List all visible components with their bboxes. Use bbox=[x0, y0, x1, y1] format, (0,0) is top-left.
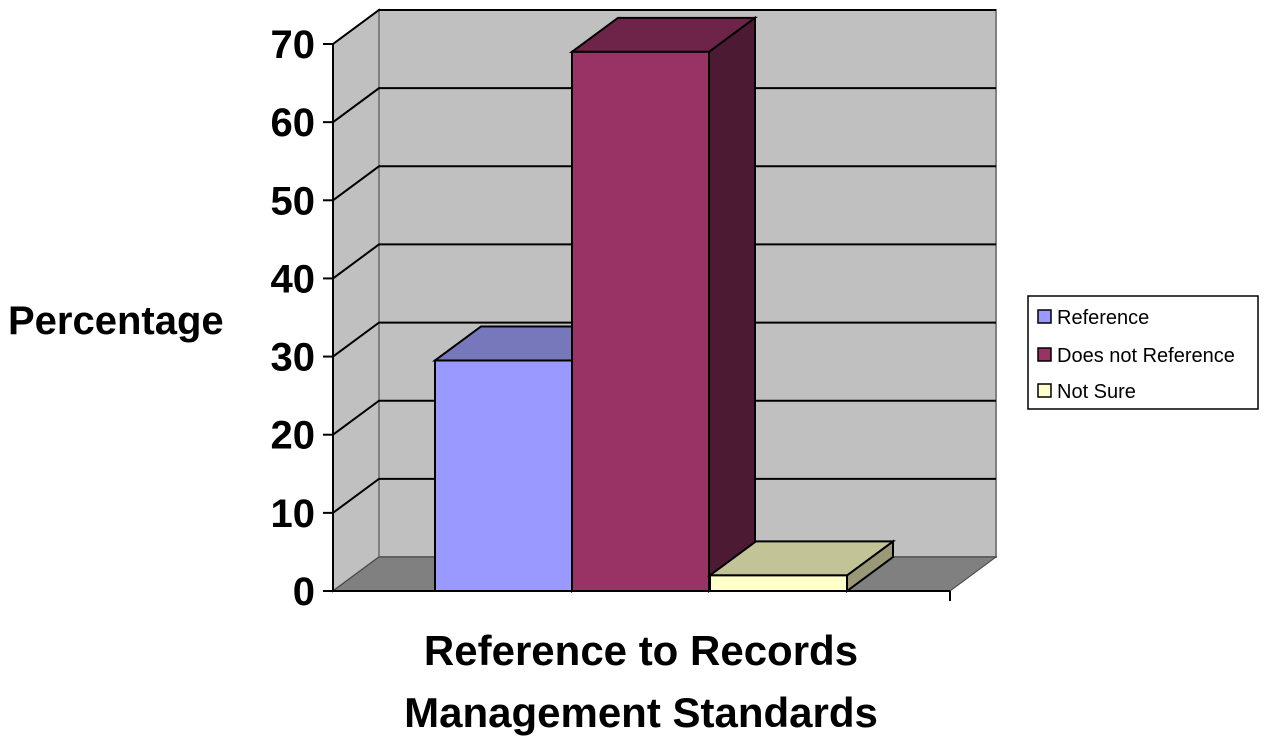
y-tick-label: 50 bbox=[271, 179, 316, 223]
y-tick-label: 20 bbox=[271, 414, 316, 458]
y-tick-label: 60 bbox=[271, 101, 316, 145]
bar-not-sure bbox=[706, 539, 897, 593]
bars bbox=[431, 15, 897, 593]
bar-side bbox=[708, 15, 756, 593]
y-tick-label: 10 bbox=[271, 492, 316, 536]
gridline bbox=[332, 87, 996, 123]
gridline bbox=[332, 9, 996, 45]
y-tick-label: 40 bbox=[271, 257, 316, 301]
legend-swatch bbox=[1037, 347, 1052, 362]
legend-box bbox=[1027, 295, 1259, 410]
legend-label: Not Sure bbox=[1057, 381, 1136, 403]
bar-front bbox=[709, 574, 848, 592]
legend-item: Not Sure bbox=[1037, 381, 1136, 403]
x-axis-label-line-2: Management Standards bbox=[404, 689, 878, 736]
legend-item: Does not Reference bbox=[1037, 345, 1235, 367]
legend: Reference Does not Reference Not Sure bbox=[1027, 295, 1259, 410]
legend-swatch bbox=[1037, 309, 1052, 324]
gridline bbox=[332, 243, 996, 280]
gridline bbox=[332, 399, 996, 436]
y-tick-label: 30 bbox=[271, 336, 316, 380]
gridlines bbox=[332, 9, 996, 514]
legend-swatch bbox=[1037, 383, 1052, 398]
bar-does-not-reference bbox=[568, 15, 759, 593]
y-tick-label: 0 bbox=[293, 570, 315, 614]
axes bbox=[332, 44, 951, 601]
gridline bbox=[332, 321, 996, 358]
y-tick-labels: 0 10 20 30 40 50 60 70 bbox=[271, 23, 333, 614]
gridline bbox=[332, 165, 996, 202]
side-wall bbox=[332, 8, 380, 593]
bar-front bbox=[571, 50, 710, 593]
y-tick-label: 70 bbox=[271, 23, 316, 67]
legend-label: Does not Reference bbox=[1057, 345, 1235, 367]
gridline bbox=[332, 477, 996, 514]
bar-front bbox=[434, 359, 573, 592]
legend-label: Reference bbox=[1057, 307, 1149, 329]
x-axis-label-line-1: Reference to Records bbox=[424, 627, 858, 674]
legend-item: Reference bbox=[1037, 307, 1149, 329]
y-axis-label: Percentage bbox=[8, 299, 224, 343]
